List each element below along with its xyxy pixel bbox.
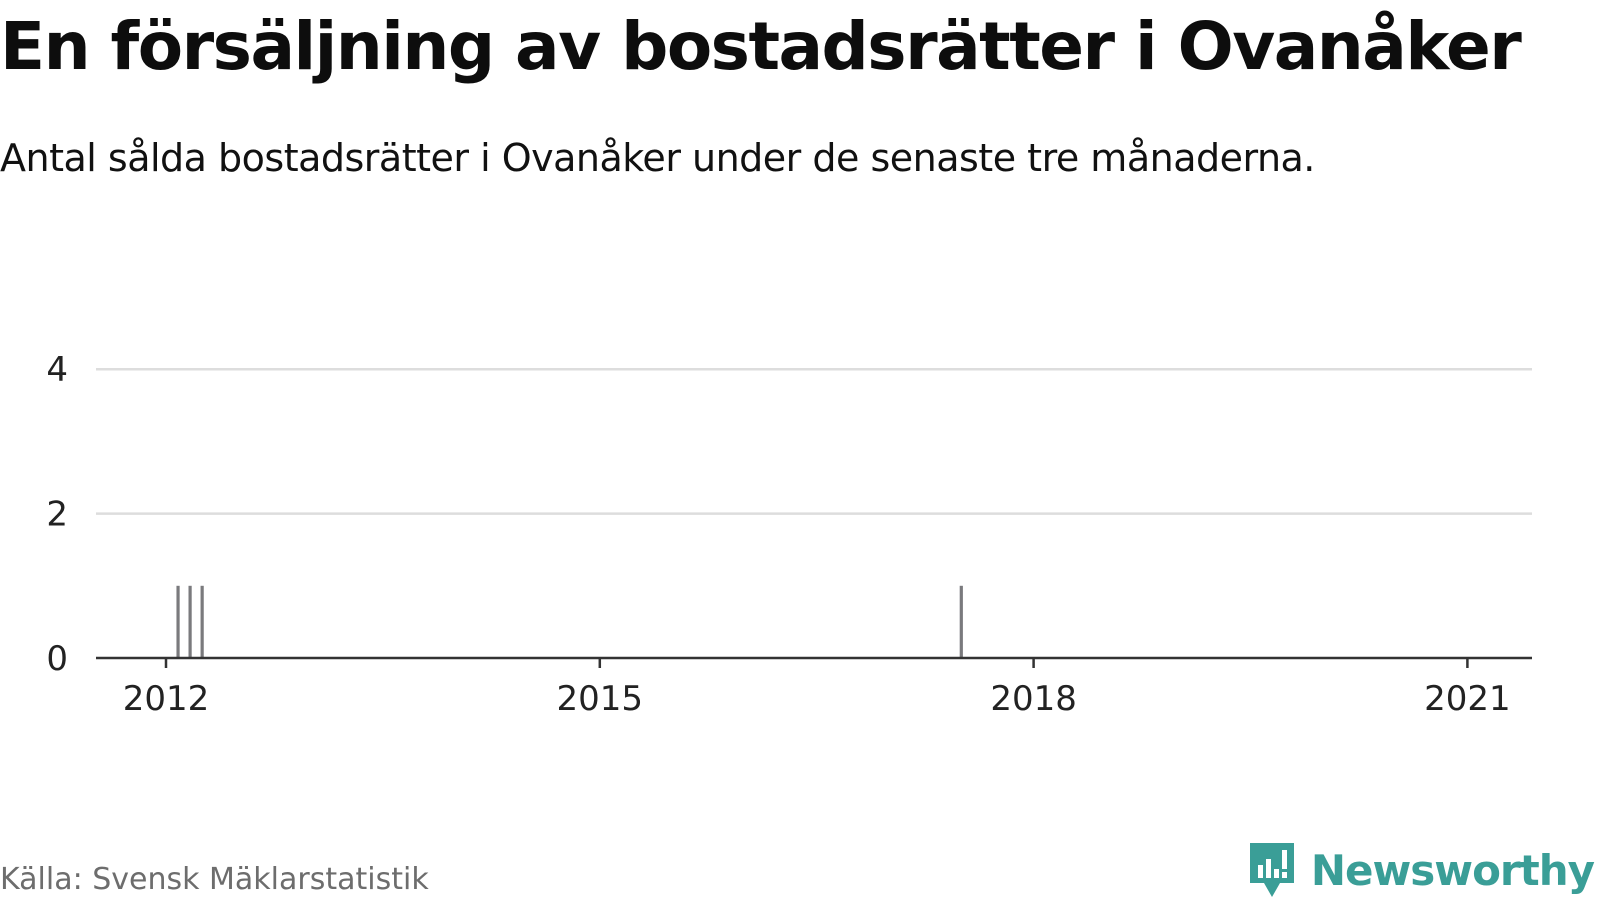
y-tick-label: 4 [46, 350, 68, 390]
x-tick-label: 2015 [557, 679, 644, 719]
bar [176, 585, 180, 658]
bar [959, 585, 963, 658]
y-tick-label: 0 [46, 639, 68, 679]
bar [200, 585, 204, 658]
x-tick-label: 2018 [990, 679, 1077, 719]
source-note: Källa: Svensk Mäklarstatistik [0, 862, 429, 897]
x-tick-label: 2021 [1424, 679, 1511, 719]
bar-chart: 024201220152018202120231 [46, 350, 1532, 719]
newsworthy-logo-icon [1249, 843, 1294, 897]
chart-title: En försäljning av bostadsrätter i Ovanåk… [0, 8, 1522, 85]
x-tick-label: 2012 [123, 679, 210, 719]
brand-logo: Newsworthy [1247, 840, 1595, 900]
brand-name: Newsworthy [1310, 845, 1595, 895]
bar [188, 585, 192, 658]
y-tick-label: 2 [46, 495, 68, 535]
chart-subtitle: Antal sålda bostadsrätter i Ovanåker und… [0, 136, 1315, 180]
